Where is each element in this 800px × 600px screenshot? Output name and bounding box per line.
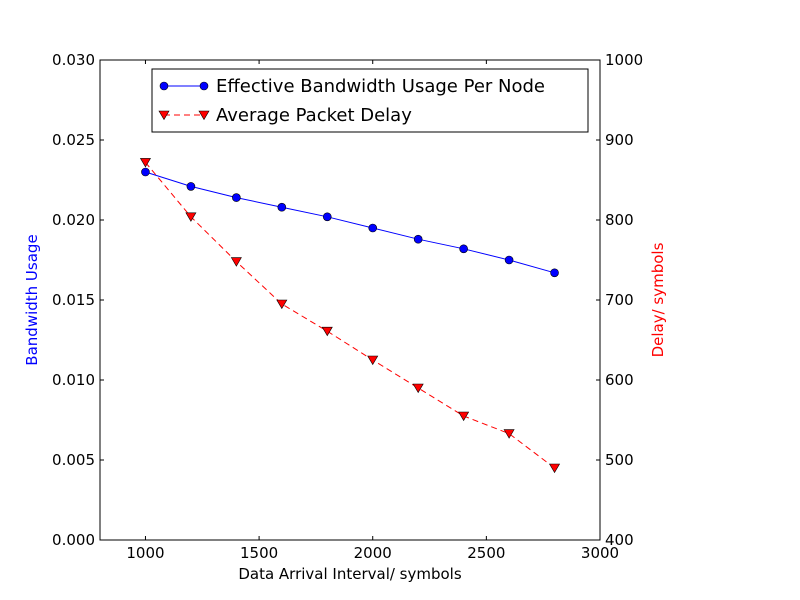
left-y-tick-label: 0.015 (52, 291, 95, 309)
data-point (230, 257, 242, 267)
data-point (186, 182, 196, 191)
legend-label: Average Packet Delay (216, 105, 412, 126)
plot-area (99, 59, 601, 541)
right-y-tick-label: 600 (605, 371, 634, 389)
axis-ticks: 1000 1500 2000 2500 3000 0.000 0.005 0.010 0.015… (52, 51, 643, 562)
data-point (232, 193, 241, 202)
data-point (185, 212, 197, 222)
data-point (504, 255, 514, 265)
data-point (413, 234, 423, 244)
right-y-axis-title: Delay/ symbols (649, 242, 667, 357)
plot-frame (99, 59, 601, 541)
right-y-tick-label: 800 (605, 211, 634, 229)
legend-label: Effective Bandwidth Usage Per Node (216, 76, 545, 97)
x-tick-label: 1500 (240, 544, 278, 562)
left-y-tick-label: 0.000 (52, 531, 95, 549)
data-point (549, 463, 561, 474)
series-line (145, 171, 555, 274)
legend-marker (159, 81, 169, 91)
data-point (368, 223, 378, 233)
data-point (277, 202, 287, 212)
left-y-tick-label: 0.030 (52, 51, 95, 69)
right-y-tick-label: 500 (605, 451, 634, 469)
series-2 (139, 158, 561, 474)
x-tick-label: 2000 (354, 544, 392, 562)
right-y-tick-label: 900 (605, 131, 634, 149)
left-y-tick-label: 0.005 (52, 451, 95, 469)
data-point (321, 326, 333, 337)
left-y-tick-label: 0.025 (52, 131, 95, 149)
data-point (459, 244, 468, 254)
right-y-tick-label: 700 (605, 291, 634, 309)
legend-entry-2: Average Packet Delay (158, 105, 412, 126)
axis-titles: Data Arrival Interval/ symbols Bandwidth… (23, 234, 667, 583)
right-y-tick-label: 400 (605, 531, 634, 549)
left-y-tick-label: 0.010 (52, 371, 95, 389)
data-point (139, 158, 151, 168)
legend-marker (199, 81, 209, 91)
legend-marker (158, 110, 170, 121)
data-point (367, 355, 379, 366)
data-point (550, 268, 559, 278)
data-point (322, 212, 332, 222)
x-axis-title: Data Arrival Interval/ symbols (238, 565, 462, 583)
legend-marker (198, 110, 210, 121)
right-y-tick-label: 1000 (605, 51, 643, 69)
x-tick-label: 3000 (581, 544, 619, 562)
x-tick-label: 2500 (467, 544, 505, 562)
data-point (412, 383, 424, 394)
legend-box (151, 68, 589, 133)
legend: Effective Bandwidth Usage Per Node Averag… (151, 68, 589, 133)
data-point (141, 167, 150, 177)
series-1 (141, 167, 559, 278)
left-y-tick-label: 0.020 (52, 211, 95, 229)
data-point (276, 299, 288, 310)
legend-entry-1: Effective Bandwidth Usage Per Node (159, 76, 545, 97)
data-point (458, 411, 470, 422)
data-point (503, 429, 515, 439)
left-y-axis-title: Bandwidth Usage (23, 234, 41, 365)
x-tick-label: 1000 (126, 544, 164, 562)
series-line (145, 162, 555, 469)
